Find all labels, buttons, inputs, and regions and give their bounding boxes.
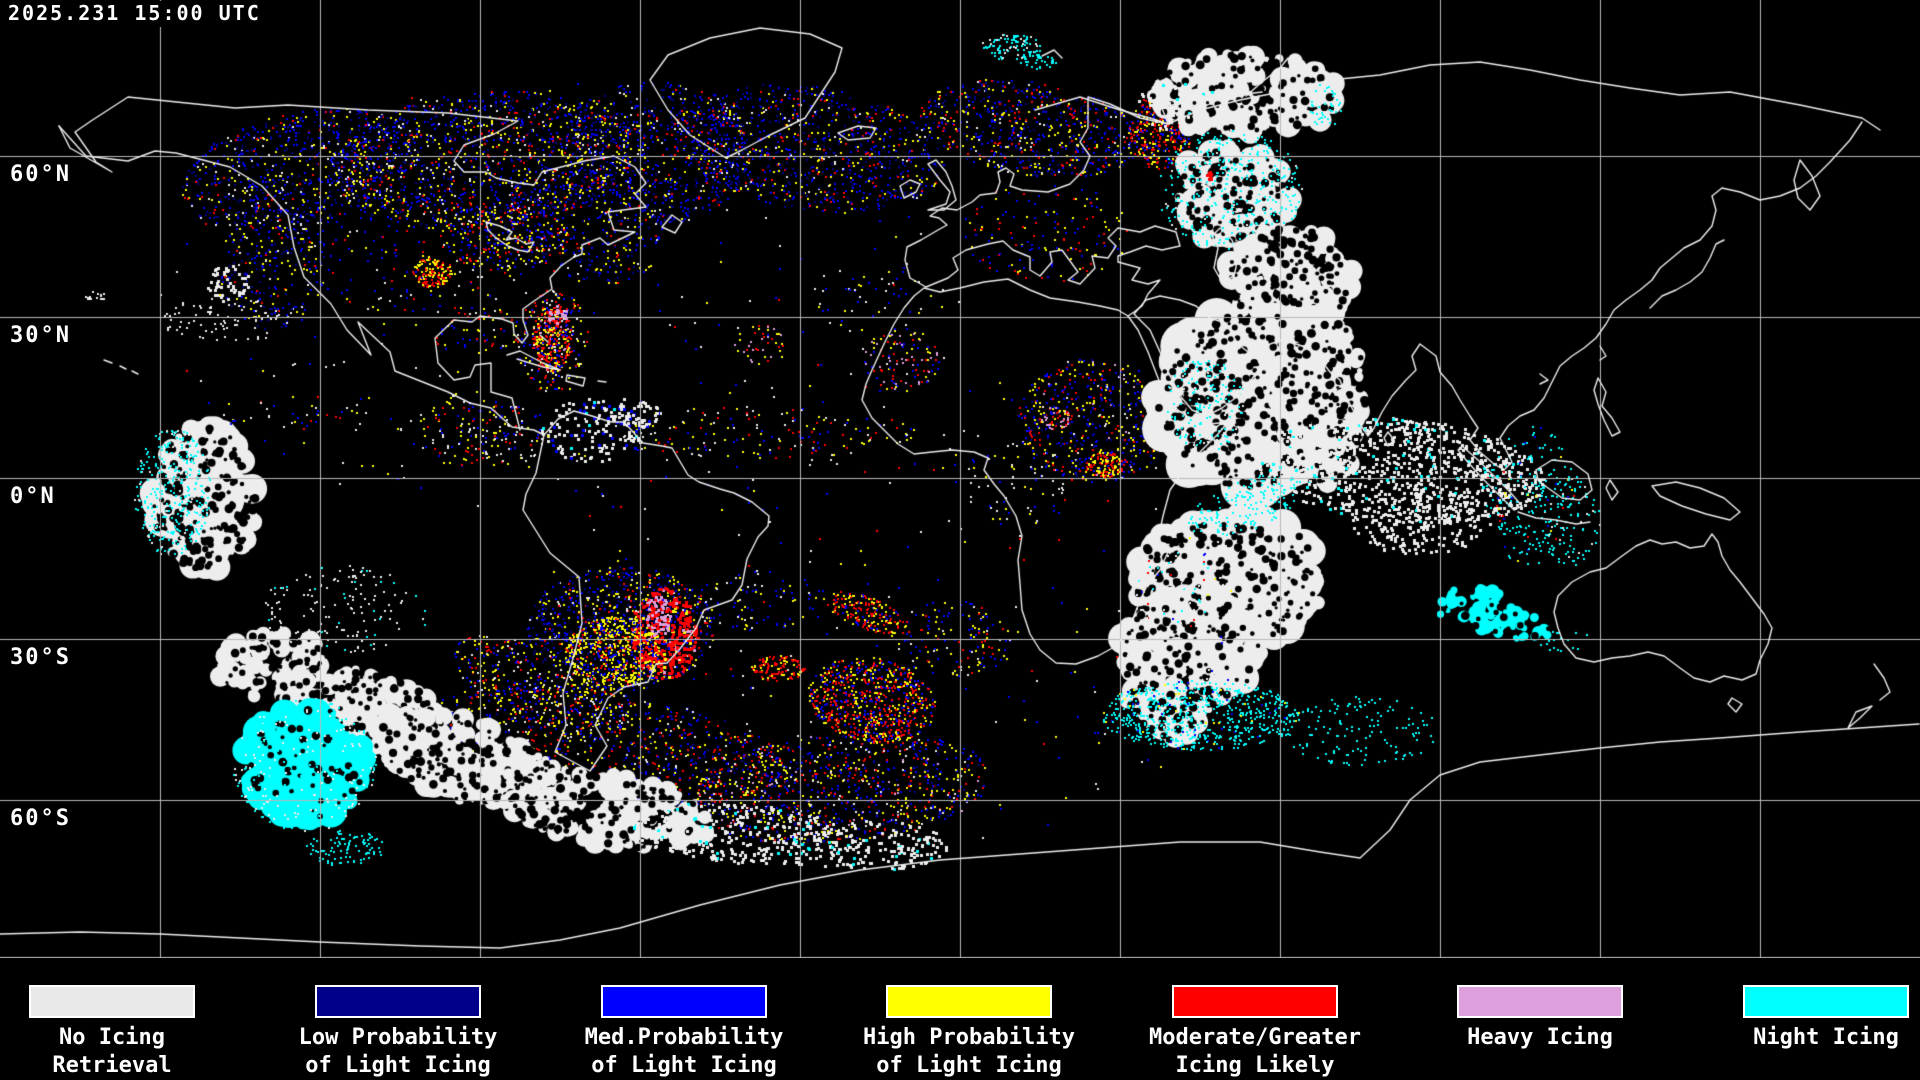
legend-item-high-probability: High Probability of Light Icing: [829, 982, 1109, 1080]
lat-label-60s: 60°S: [10, 806, 71, 831]
legend-label: Heavy Icing: [1467, 1025, 1613, 1050]
icing-map-canvas: [0, 0, 1920, 958]
med-probability-swatch: [601, 985, 767, 1018]
legend-label: Icing Likely: [1175, 1053, 1335, 1078]
legend-item-night-icing: Night Icing: [1686, 982, 1920, 1052]
low-probability-swatch: [315, 985, 481, 1018]
lat-label-30s: 30°S: [10, 645, 71, 670]
legend-item-med-probability: Med.Probability of Light Icing: [544, 982, 824, 1080]
legend-label: of Light Icing: [305, 1053, 491, 1078]
lat-label-30n: 30°N: [10, 323, 71, 348]
legend-label: Retrieval: [52, 1053, 172, 1078]
lat-label-60n: 60°N: [10, 162, 71, 187]
lat-label-0n: 0°N: [10, 484, 56, 509]
legend-item-moderate-greater: Moderate/Greater Icing Likely: [1115, 982, 1395, 1080]
legend-item-no-icing: No Icing Retrieval: [0, 982, 252, 1080]
legend-label: of Light Icing: [876, 1053, 1062, 1078]
night-icing-swatch: [1743, 985, 1909, 1018]
legend-label: Moderate/Greater: [1149, 1025, 1361, 1050]
legend-item-heavy-icing: Heavy Icing: [1400, 982, 1680, 1052]
no-icing-swatch: [29, 985, 195, 1018]
heavy-icing-swatch: [1457, 985, 1623, 1018]
legend: No Icing Retrieval Low Probability of Li…: [0, 982, 1920, 1080]
legend-label: of Light Icing: [591, 1053, 777, 1078]
high-probability-swatch: [886, 985, 1052, 1018]
legend-item-low-probability: Low Probability of Light Icing: [258, 982, 538, 1080]
legend-label: High Probability: [863, 1025, 1075, 1050]
timestamp: 2025.231 15:00 UTC: [8, 1, 267, 27]
legend-label: No Icing: [59, 1025, 165, 1050]
moderate-greater-swatch: [1172, 985, 1338, 1018]
legend-label: Low Probability: [298, 1025, 498, 1050]
legend-label: Med.Probability: [584, 1025, 784, 1050]
legend-label: Night Icing: [1753, 1025, 1899, 1050]
